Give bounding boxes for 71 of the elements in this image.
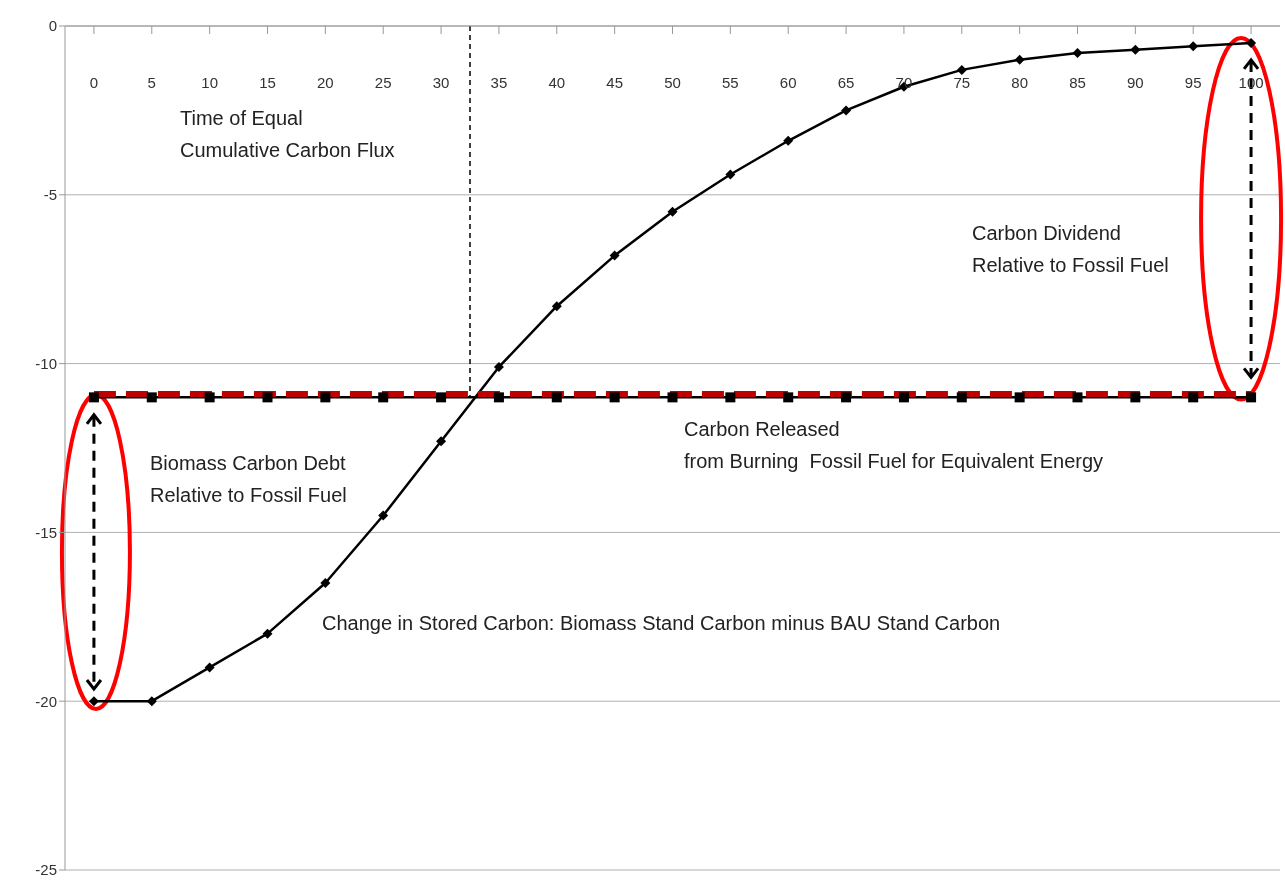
- x-tick-label: 60: [779, 74, 797, 91]
- point: [725, 392, 736, 403]
- point: [725, 169, 736, 180]
- x-tick-label: 30: [432, 74, 450, 91]
- point: [1188, 41, 1199, 52]
- x-tick-label: 15: [259, 74, 276, 91]
- point: [378, 510, 389, 521]
- x-tick-label: 0: [89, 74, 99, 91]
- x-tick-label: 40: [548, 74, 566, 91]
- point: [204, 662, 215, 673]
- point: [493, 392, 504, 403]
- point: [1130, 392, 1141, 403]
- x-tick-label: 90: [1127, 74, 1144, 91]
- point: [1246, 392, 1257, 403]
- point: [956, 64, 967, 75]
- point: [1072, 48, 1083, 59]
- y-tick-label: -20: [35, 692, 57, 710]
- point: [667, 392, 678, 403]
- x-tick-label: 10: [201, 74, 218, 91]
- point: [146, 392, 157, 403]
- x-tick-label: 85: [1069, 74, 1086, 91]
- point: [88, 392, 99, 403]
- annotation: Change in Stored Carbon: Biomass Stand Carbon minus BAU Stand Carbon: [322, 612, 1001, 634]
- point: [436, 436, 447, 447]
- point: [88, 696, 99, 707]
- annotation: Carbon Released from Burning Fossil Fuel for Equivalent Energy: [684, 418, 1104, 472]
- point: [956, 392, 967, 403]
- x-tick-label: 20: [317, 74, 334, 91]
- x-tick-label: 5: [147, 74, 156, 91]
- y-tick-label: -25: [35, 861, 57, 879]
- x-tick-label: 35: [490, 74, 508, 91]
- point: [1072, 392, 1083, 403]
- point: [493, 361, 504, 372]
- point: [551, 301, 562, 312]
- point: [262, 628, 273, 639]
- point: [841, 105, 852, 116]
- y-tick-label: -5: [43, 186, 57, 204]
- point: [1014, 54, 1025, 65]
- point: [320, 392, 331, 403]
- point: [1246, 37, 1257, 48]
- point: [783, 135, 794, 146]
- point: [609, 250, 620, 261]
- point: [783, 392, 794, 403]
- point: [1188, 392, 1199, 403]
- x-tick-label: 50: [664, 74, 681, 91]
- point: [609, 392, 620, 403]
- annotation: Biomass Carbon Debt Relative to Fossil Fuel: [150, 452, 347, 506]
- x-tick-label: 55: [722, 74, 739, 91]
- point: [898, 392, 909, 403]
- point: [436, 392, 447, 403]
- x-tick-label: 80: [1011, 74, 1028, 91]
- y-tick-label: -15: [35, 523, 57, 541]
- x-tick-label: 25: [374, 74, 392, 91]
- point: [320, 578, 331, 589]
- annotation: Carbon Dividend Relative to Fossil Fuel: [972, 222, 1169, 276]
- x-tick-label: 65: [837, 74, 855, 91]
- y-tick-label: 0: [48, 17, 57, 35]
- x-tick-label: 95: [1184, 74, 1202, 91]
- point: [378, 392, 389, 403]
- annotation: Time of Equal Cumulative Carbon Flux: [180, 107, 395, 161]
- point: [262, 392, 273, 403]
- y-tick-label: -10: [35, 354, 57, 372]
- point: [667, 206, 678, 217]
- point: [204, 392, 215, 403]
- point: [1130, 44, 1141, 55]
- point: [841, 392, 852, 403]
- x-tick-label: 75: [953, 74, 971, 91]
- point: [1014, 392, 1025, 403]
- point: [146, 696, 157, 707]
- point: [551, 392, 562, 403]
- x-tick-label: 45: [606, 74, 623, 91]
